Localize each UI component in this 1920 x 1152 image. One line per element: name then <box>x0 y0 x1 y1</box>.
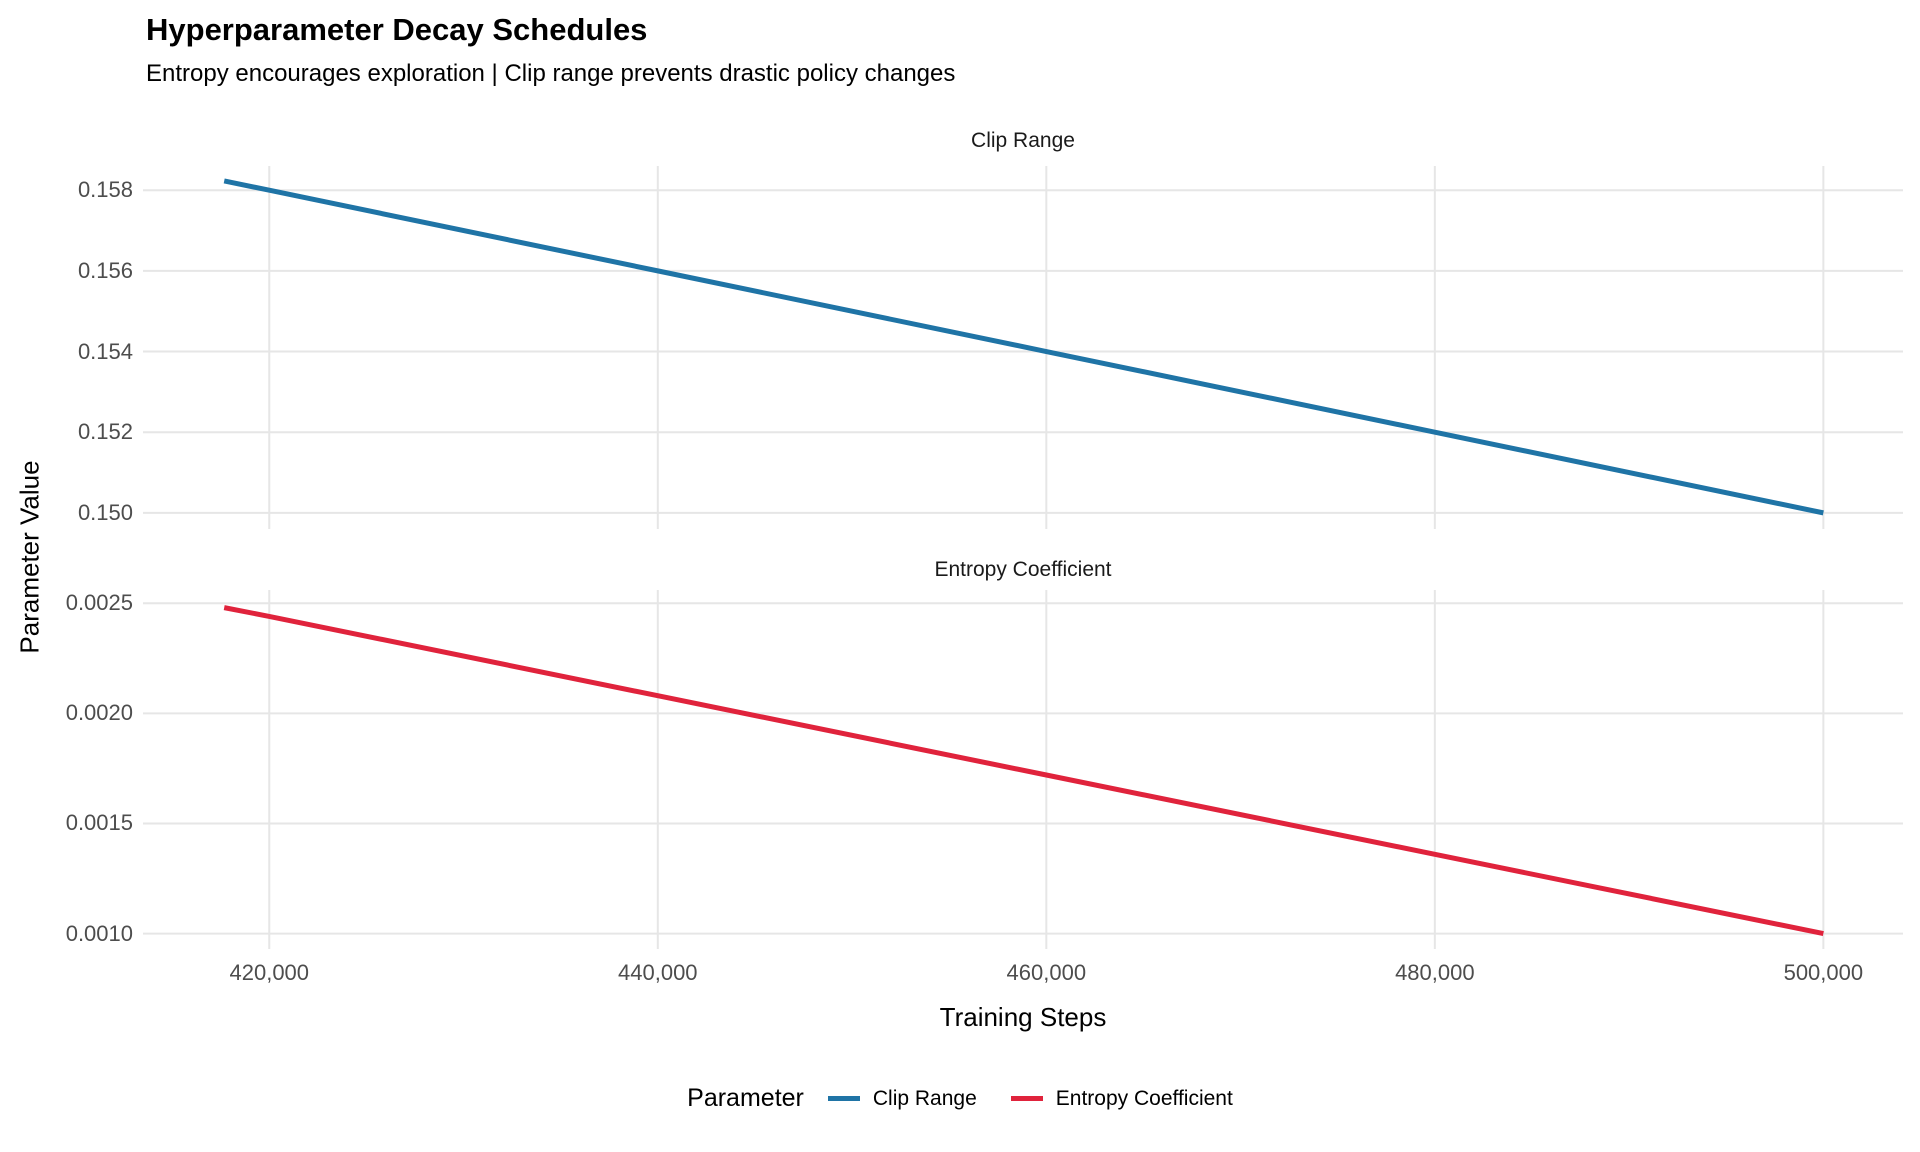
facet-label-entropy-coefficient: Entropy Coefficient <box>934 558 1112 581</box>
y-tick-label: 0.0025 <box>65 590 133 616</box>
x-tick-label: 500,000 <box>1783 960 1864 985</box>
x-tick-label: 460,000 <box>1006 960 1087 985</box>
y-tick-label: 0.150 <box>77 499 133 525</box>
y-tick-label: 0.156 <box>77 257 133 283</box>
series-line-clip-range <box>223 178 1824 516</box>
y-tick-label: 0.152 <box>77 419 133 445</box>
x-tick-label: 440,000 <box>618 960 698 985</box>
y-tick-label: 0.0020 <box>65 700 133 726</box>
x-tick-label: 480,000 <box>1395 960 1475 985</box>
legend-item-entropy-coefficient: Entropy Coefficient <box>1010 1086 1233 1111</box>
y-tick-label: 0.158 <box>77 177 133 203</box>
chart-title: Hyperparameter Decay Schedules <box>146 12 648 47</box>
legend-title: Parameter <box>687 1084 804 1112</box>
legend-swatch-clip-range-icon <box>827 1096 860 1101</box>
y-tick-label: 0.0010 <box>65 920 133 946</box>
chart-subtitle: Entropy encourages exploration | Clip ra… <box>146 60 956 87</box>
legend-label: Entropy Coefficient <box>1055 1086 1233 1110</box>
x-axis-title: Training Steps <box>939 1002 1107 1032</box>
facet-label-clip-range: Clip Range <box>971 129 1075 152</box>
y-tick-label: 0.0015 <box>65 810 133 836</box>
legend-item-clip-range: Clip Range <box>827 1086 977 1111</box>
series-line-entropy-coefficient <box>223 605 1824 937</box>
x-tick-label: 420,000 <box>229 960 310 985</box>
legend-swatch-entropy-coefficient-icon <box>1010 1096 1043 1101</box>
y-tick-label: 0.154 <box>77 338 133 364</box>
legend: Parameter Clip Range Entropy Coefficient <box>0 1084 1920 1113</box>
legend-label: Clip Range <box>872 1086 977 1110</box>
legend-items: Clip Range Entropy Coefficient <box>827 1086 1233 1111</box>
y-axis-title: Parameter Value <box>14 460 45 654</box>
